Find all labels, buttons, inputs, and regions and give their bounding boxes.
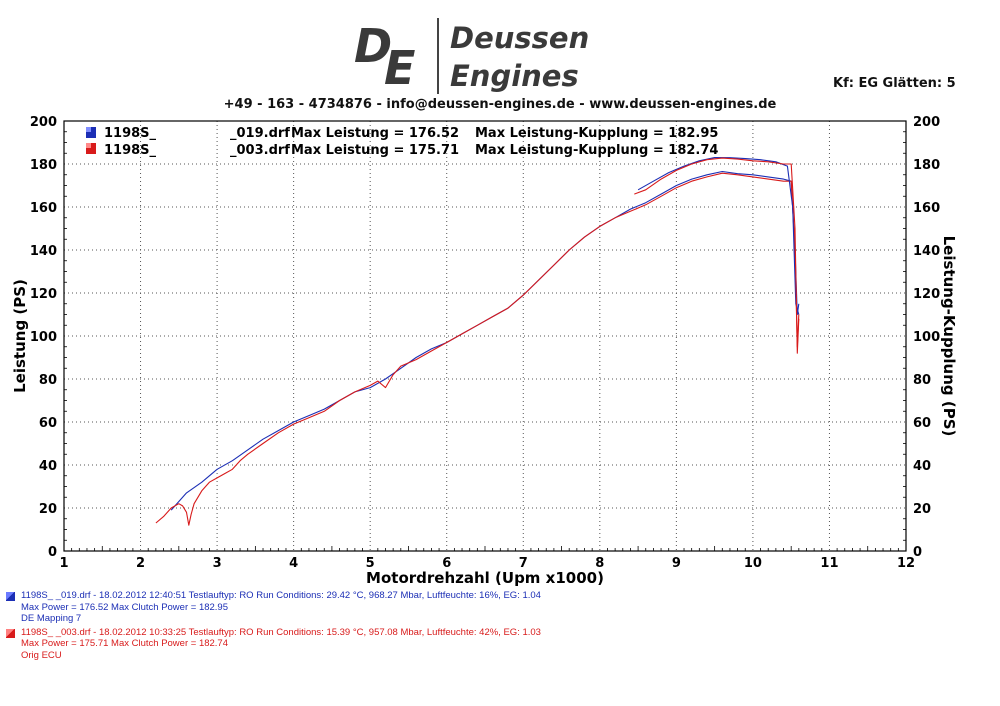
logo-initial-d: D: [354, 19, 392, 73]
y-tick-label-right: 0: [913, 545, 922, 560]
legend-max-power-2: Max Leistung = 175.71: [291, 143, 459, 158]
y-axis-title-right: Leistung-Kupplung (PS): [940, 236, 958, 437]
y-tick-label-right: 140: [913, 244, 940, 259]
legend-max-power-1: Max Leistung = 176.52: [291, 126, 459, 141]
x-tick-label: 4: [289, 556, 298, 571]
y-tick-label-left: 40: [39, 459, 57, 474]
logo-initial-e: E: [384, 41, 415, 95]
y-tick-label-right: 200: [913, 115, 940, 130]
contact-line: +49 - 163 - 4734876 - info@deussen-engin…: [223, 97, 777, 112]
run-info-003-line2: Max Power = 175.71 Max Clutch Power = 18…: [21, 638, 229, 649]
y-tick-label-right: 120: [913, 287, 940, 302]
y-tick-label-left: 140: [30, 244, 57, 259]
x-tick-label: 2: [136, 556, 145, 571]
x-tick-label: 6: [442, 556, 451, 571]
x-tick-label: 7: [519, 556, 528, 571]
x-axis-title: Motordrehzahl (Upm x1000): [366, 569, 604, 587]
run-info-003-line3: Orig ECU: [21, 649, 62, 661]
chart-series: [155, 157, 800, 526]
x-tick-label: 10: [744, 556, 762, 571]
y-tick-label-right: 60: [913, 416, 931, 431]
y-tick-label-right: 160: [913, 201, 940, 216]
legend-swatch-blue: [86, 127, 96, 138]
y-tick-label-left: 180: [30, 158, 57, 173]
run-info-panel: 1198S_ _019.drf - 18.02.2012 12:40:51 Te…: [6, 590, 541, 663]
chart-legend: 1198S_ _019.drf Max Leistung = 176.52 Ma…: [86, 126, 718, 158]
y-axis-title-left: Leistung (PS): [11, 279, 29, 393]
legend-max-clutch-1: Max Leistung-Kupplung = 182.95: [475, 126, 718, 141]
run-info-003: 1198S_ _003.drf - 18.02.2012 10:33:25 Te…: [6, 627, 541, 662]
y-tick-label-right: 180: [913, 158, 940, 173]
y-tick-label-right: 20: [913, 502, 931, 517]
logo-name-line2: Engines: [450, 59, 579, 93]
y-tick-label-left: 60: [39, 416, 57, 431]
legend-file-1: 1198S_: [104, 126, 157, 141]
run-info-019-line2: Max Power = 176.52 Max Clutch Power = 18…: [21, 601, 229, 613]
red-run-flag-icon: [6, 628, 15, 638]
y-tick-label-right: 100: [913, 330, 940, 345]
x-tick-label: 9: [672, 556, 681, 571]
x-tick-label: 1: [59, 556, 68, 571]
y-tick-label-left: 100: [30, 330, 57, 345]
y-tick-label-left: 120: [30, 287, 57, 302]
blue-run-flag-icon: [6, 592, 15, 601]
y-tick-label-left: 160: [30, 201, 57, 216]
smoothing-settings: Kf: EG Glätten: 5: [833, 76, 956, 91]
y-tick-label-right: 80: [913, 373, 931, 388]
x-tick-label: 11: [820, 556, 838, 571]
series-line-1: [170, 170, 800, 511]
y-tick-label-left: 0: [48, 545, 57, 560]
legend-file-suffix-1: _019.drf: [230, 126, 290, 141]
legend-max-clutch-2: Max Leistung-Kupplung = 182.74: [475, 143, 718, 158]
legend-file-suffix-2: _003.drf: [230, 143, 290, 158]
run-info-019-line3: DE Mapping 7: [21, 613, 82, 624]
y-tick-label-right: 40: [913, 459, 931, 474]
logo-name-line1: Deussen: [450, 21, 589, 55]
series-line-3: [637, 157, 800, 315]
x-tick-label: 8: [595, 556, 604, 571]
series-line-4: [634, 157, 800, 354]
run-info-003-line1: 1198S_ _003.drf - 18.02.2012 10:33:25 Te…: [21, 626, 541, 638]
legend-file-2: 1198S_: [104, 143, 157, 158]
y-tick-label-left: 80: [39, 373, 57, 388]
x-tick-label: 12: [897, 556, 915, 571]
legend-swatch-red: [86, 143, 96, 154]
run-info-019: 1198S_ _019.drf - 18.02.2012 12:40:51 Te…: [6, 590, 541, 625]
run-info-019-line1: 1198S_ _019.drf - 18.02.2012 12:40:51 Te…: [21, 590, 541, 601]
y-tick-label-left: 20: [39, 502, 57, 517]
deussen-engines-logo: D E Deussen Engines: [354, 18, 589, 95]
y-tick-label-left: 200: [30, 115, 57, 130]
x-tick-label: 3: [213, 556, 222, 571]
x-tick-label: 5: [366, 556, 375, 571]
series-line-2: [155, 172, 800, 526]
chart-grid: [64, 121, 906, 551]
